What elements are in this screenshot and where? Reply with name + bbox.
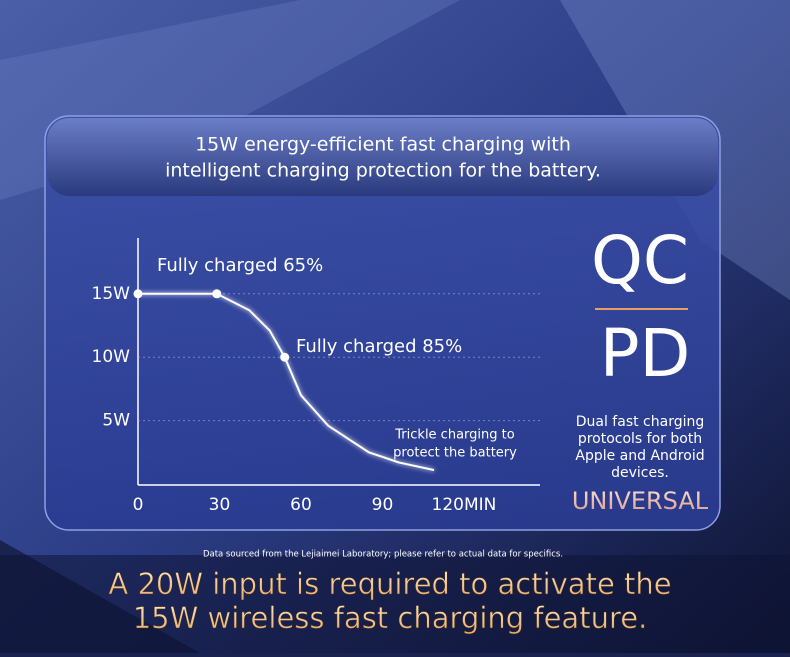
panel-header xyxy=(47,118,718,196)
x-tick-label: 90 xyxy=(372,495,394,515)
description: devices. xyxy=(611,465,669,481)
header-line: 15W energy-efficient fast charging with xyxy=(195,134,571,156)
annotation: Fully charged 65% xyxy=(157,255,323,276)
annotation: protect the battery xyxy=(393,446,517,461)
y-tick-label: 10W xyxy=(92,347,131,367)
point xyxy=(133,289,143,299)
footnote: Data sourced from the Lejiaimei Laborato… xyxy=(203,550,563,560)
description: Apple and Android xyxy=(575,448,704,464)
logo: QC xyxy=(591,222,689,299)
description: protocols for both xyxy=(578,431,702,447)
annotation: Fully charged 85% xyxy=(296,336,462,357)
y-tick-label: 5W xyxy=(102,411,130,431)
x-tick-label: 30 xyxy=(209,495,231,515)
banner-line: 15W wireless fast charging feature. xyxy=(133,601,648,635)
y-tick-label: 15W xyxy=(92,284,131,304)
point xyxy=(280,352,290,362)
banner-line: A 20W input is required to activate the xyxy=(108,567,671,601)
x-tick-label: 120MIN xyxy=(432,495,497,515)
banner-shade xyxy=(0,555,790,653)
annotation: Trickle charging to xyxy=(394,428,514,443)
description: Dual fast charging xyxy=(576,414,705,430)
tagline: UNIVERSAL xyxy=(572,487,709,515)
x-tick-label: 0 xyxy=(133,495,144,515)
point xyxy=(212,289,222,299)
curve xyxy=(138,292,435,472)
panel xyxy=(44,115,721,531)
logo: PD xyxy=(600,315,691,392)
header-line: intelligent charging protection for the … xyxy=(165,160,601,182)
x-tick-label: 60 xyxy=(290,495,312,515)
